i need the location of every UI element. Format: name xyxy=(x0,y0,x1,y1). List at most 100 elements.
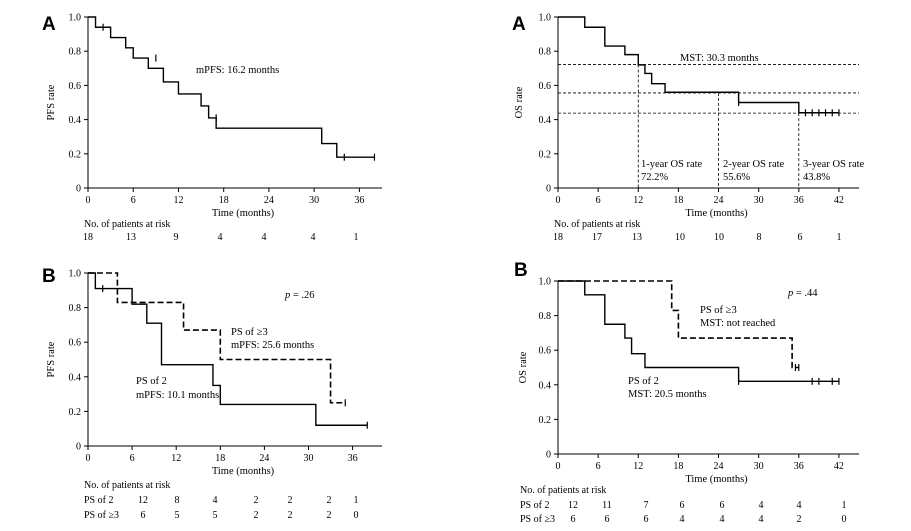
risk-count: 6 xyxy=(571,514,576,525)
x-tick-label: 30 xyxy=(754,195,764,206)
risk-count: 1 xyxy=(837,232,842,243)
p-value: p = .44 xyxy=(787,288,818,299)
y-tick-label: 0.2 xyxy=(539,415,552,426)
x-tick-label: 24 xyxy=(714,461,724,472)
series-median: mPFS: 10.1 months xyxy=(136,390,219,401)
x-tick-label: 30 xyxy=(754,461,764,472)
x-tick-label: 42 xyxy=(834,195,844,206)
km-curve-dashed xyxy=(88,272,346,404)
risk-count: 12 xyxy=(568,500,578,511)
risk-count: 0 xyxy=(354,510,359,521)
risk-table-title: No. of patients at risk xyxy=(84,219,170,230)
risk-count: 11 xyxy=(602,500,612,511)
x-tick-label: 6 xyxy=(131,195,136,206)
risk-row-label: PS of ≥3 xyxy=(520,514,555,525)
y-tick-label: 0.8 xyxy=(69,303,82,314)
y-tick-label: 0.4 xyxy=(69,372,82,383)
km-curve-solid xyxy=(88,272,368,426)
panel-letter: A xyxy=(512,14,526,35)
risk-row-label: PS of 2 xyxy=(84,495,113,506)
y-tick-label: 0.6 xyxy=(539,81,552,92)
x-tick-label: 36 xyxy=(354,195,364,206)
y-tick-label: 0.2 xyxy=(69,407,82,418)
series-median: MST: not reached xyxy=(700,318,776,329)
x-axis-title: Time (months) xyxy=(212,208,275,219)
risk-count: 7 xyxy=(644,500,649,511)
series-label: PS of 2 xyxy=(136,376,167,387)
y-tick-label: 0.4 xyxy=(539,115,552,126)
risk-count: 0 xyxy=(842,514,847,525)
risk-count: 4 xyxy=(218,232,223,243)
median-annotation: MST: 30.3 months xyxy=(680,53,759,64)
y-tick-label: 1.0 xyxy=(69,13,82,24)
risk-count: 1 xyxy=(354,232,359,243)
risk-count: 17 xyxy=(592,232,602,243)
y-tick-label: 0.8 xyxy=(539,47,552,58)
y-tick-label: 0 xyxy=(546,184,551,195)
x-tick-label: 24 xyxy=(259,453,269,464)
risk-count: 2 xyxy=(797,514,802,525)
risk-count: 4 xyxy=(759,514,764,525)
x-tick-label: 36 xyxy=(348,453,358,464)
risk-count: 6 xyxy=(141,510,146,521)
risk-table-title: No. of patients at risk xyxy=(520,485,606,496)
panel-letter: B xyxy=(42,266,56,287)
series-median: mPFS: 25.6 months xyxy=(231,340,314,351)
risk-count: 5 xyxy=(175,510,180,521)
median-annotation: mPFS: 16.2 months xyxy=(196,65,279,76)
y-tick-label: 0 xyxy=(546,450,551,461)
y-tick-label: 1.0 xyxy=(539,13,552,24)
km-curve-solid xyxy=(558,280,839,383)
risk-count: 6 xyxy=(720,500,725,511)
x-tick-label: 12 xyxy=(173,195,183,206)
y-tick-label: 0.6 xyxy=(69,338,82,349)
series-label: PS of ≥3 xyxy=(700,305,737,316)
risk-count: 8 xyxy=(175,495,180,506)
x-tick-label: 24 xyxy=(714,195,724,206)
x-tick-label: 12 xyxy=(171,453,181,464)
risk-count: 4 xyxy=(680,514,685,525)
y-tick-label: 0.4 xyxy=(69,115,82,126)
x-tick-label: 6 xyxy=(130,453,135,464)
y-axis-title: PFS rate xyxy=(46,84,57,120)
x-tick-label: 36 xyxy=(794,461,804,472)
risk-count: 2 xyxy=(288,510,293,521)
risk-count: 8 xyxy=(757,232,762,243)
km-curve-solid xyxy=(88,16,375,158)
x-tick-label: 0 xyxy=(556,195,561,206)
risk-count: 18 xyxy=(553,232,563,243)
x-tick-label: 12 xyxy=(633,461,643,472)
landmark-label: 3-year OS rate xyxy=(803,159,865,170)
y-tick-label: 1.0 xyxy=(69,269,82,280)
y-axis-title: OS rate xyxy=(514,86,525,118)
km-curve-dashed xyxy=(558,280,799,369)
risk-count: 2 xyxy=(254,510,259,521)
y-tick-label: 0.6 xyxy=(539,346,552,357)
x-tick-label: 6 xyxy=(596,195,601,206)
risk-count: 4 xyxy=(311,232,316,243)
x-axis-title: Time (months) xyxy=(685,208,748,219)
panel-letter: A xyxy=(42,14,56,35)
series-label: PS of 2 xyxy=(628,376,659,387)
y-tick-label: 0.8 xyxy=(539,311,552,322)
km-panel-1: A 0 0.2 0.4 0.6 0.8 1.0 0 6 12 18 24 30 36 Time (month… xyxy=(42,13,382,243)
x-axis-title: Time (months) xyxy=(685,474,748,485)
x-tick-label: 36 xyxy=(794,195,804,206)
x-tick-label: 30 xyxy=(309,195,319,206)
risk-count: 6 xyxy=(798,232,803,243)
risk-count: 13 xyxy=(632,232,642,243)
y-axis-title: OS rate xyxy=(518,351,529,383)
landmark-value: 43.8% xyxy=(803,172,830,183)
x-tick-label: 12 xyxy=(633,195,643,206)
risk-count: 1 xyxy=(842,500,847,511)
risk-count: 9 xyxy=(174,232,179,243)
y-tick-label: 0 xyxy=(76,184,81,195)
risk-count: 2 xyxy=(327,495,332,506)
x-tick-label: 18 xyxy=(219,195,229,206)
y-tick-label: 0.2 xyxy=(539,149,552,160)
y-axis-title: PFS rate xyxy=(46,341,57,377)
x-tick-label: 6 xyxy=(596,461,601,472)
